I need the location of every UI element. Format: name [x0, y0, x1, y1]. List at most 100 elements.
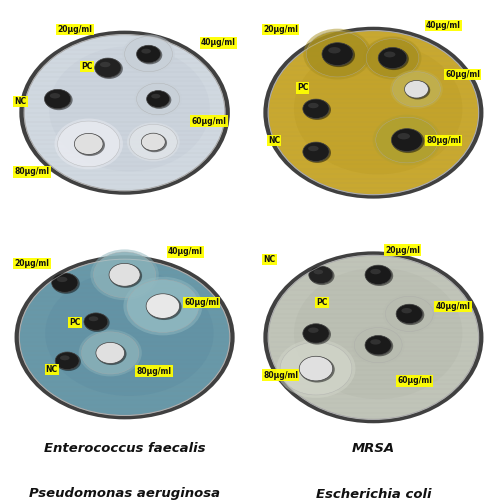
- Text: PC: PC: [70, 318, 81, 327]
- Ellipse shape: [82, 332, 139, 374]
- Text: 60μg/ml: 60μg/ml: [397, 376, 432, 386]
- Ellipse shape: [56, 352, 81, 371]
- Text: NC: NC: [14, 97, 27, 106]
- Ellipse shape: [147, 91, 171, 109]
- Ellipse shape: [322, 43, 355, 67]
- Ellipse shape: [91, 250, 159, 300]
- Text: PC: PC: [297, 84, 308, 92]
- Ellipse shape: [352, 326, 404, 364]
- Ellipse shape: [268, 256, 479, 420]
- Ellipse shape: [405, 81, 430, 100]
- Ellipse shape: [136, 46, 160, 63]
- Ellipse shape: [45, 90, 73, 110]
- Ellipse shape: [136, 83, 180, 115]
- Ellipse shape: [308, 328, 319, 333]
- Ellipse shape: [85, 314, 110, 332]
- Ellipse shape: [373, 114, 441, 166]
- Text: 20μg/ml: 20μg/ml: [263, 25, 298, 34]
- Ellipse shape: [79, 330, 142, 376]
- Ellipse shape: [299, 356, 333, 381]
- Ellipse shape: [109, 264, 140, 286]
- Ellipse shape: [124, 36, 172, 72]
- Ellipse shape: [276, 340, 356, 398]
- Ellipse shape: [322, 42, 353, 66]
- Text: 60μg/ml: 60μg/ml: [445, 70, 480, 78]
- Ellipse shape: [54, 118, 123, 170]
- Text: 60μg/ml: 60μg/ml: [184, 298, 219, 308]
- Ellipse shape: [49, 46, 210, 172]
- Ellipse shape: [122, 34, 175, 74]
- Ellipse shape: [366, 266, 393, 286]
- Ellipse shape: [378, 48, 407, 68]
- Ellipse shape: [95, 58, 123, 79]
- Ellipse shape: [89, 316, 98, 321]
- Ellipse shape: [303, 324, 331, 344]
- Ellipse shape: [60, 356, 70, 360]
- Text: 40μg/ml: 40μg/ml: [201, 38, 236, 48]
- Ellipse shape: [134, 82, 182, 116]
- Ellipse shape: [280, 342, 352, 395]
- Ellipse shape: [308, 103, 319, 108]
- Ellipse shape: [303, 142, 329, 162]
- Ellipse shape: [141, 133, 165, 151]
- Text: 80μg/ml: 80μg/ml: [136, 366, 171, 376]
- Ellipse shape: [97, 343, 126, 365]
- Ellipse shape: [309, 266, 333, 283]
- Text: PC: PC: [316, 298, 327, 308]
- Text: Escherichia coli: Escherichia coli: [316, 488, 431, 500]
- Text: PC: PC: [82, 62, 93, 71]
- Ellipse shape: [74, 134, 103, 154]
- Ellipse shape: [44, 90, 71, 108]
- Ellipse shape: [94, 252, 156, 298]
- Ellipse shape: [24, 34, 225, 191]
- Text: 40μg/ml: 40μg/ml: [426, 21, 461, 30]
- Ellipse shape: [95, 58, 121, 78]
- Ellipse shape: [50, 93, 60, 98]
- Ellipse shape: [392, 129, 424, 153]
- Ellipse shape: [309, 266, 335, 285]
- Ellipse shape: [371, 339, 381, 344]
- Ellipse shape: [52, 274, 80, 294]
- Ellipse shape: [376, 117, 438, 163]
- Ellipse shape: [303, 324, 329, 343]
- Ellipse shape: [127, 280, 199, 332]
- Ellipse shape: [96, 342, 124, 363]
- Text: 20μg/ml: 20μg/ml: [58, 25, 93, 34]
- Ellipse shape: [378, 48, 409, 70]
- Text: NC: NC: [268, 136, 280, 145]
- Ellipse shape: [146, 294, 182, 320]
- Ellipse shape: [57, 276, 67, 282]
- Ellipse shape: [385, 296, 433, 332]
- Ellipse shape: [84, 313, 108, 330]
- Text: MRSA: MRSA: [352, 442, 395, 456]
- Ellipse shape: [268, 30, 479, 194]
- Ellipse shape: [52, 273, 78, 292]
- Ellipse shape: [19, 259, 230, 416]
- Ellipse shape: [303, 99, 329, 118]
- Ellipse shape: [129, 124, 177, 160]
- Ellipse shape: [142, 134, 167, 152]
- Ellipse shape: [391, 128, 422, 152]
- Ellipse shape: [294, 43, 463, 174]
- Ellipse shape: [308, 146, 319, 151]
- Ellipse shape: [19, 30, 230, 194]
- Ellipse shape: [390, 70, 443, 109]
- Ellipse shape: [141, 48, 151, 54]
- Ellipse shape: [397, 133, 410, 140]
- Ellipse shape: [306, 31, 369, 77]
- Text: 60μg/ml: 60μg/ml: [192, 116, 227, 126]
- Text: 80μg/ml: 80μg/ml: [263, 370, 298, 380]
- Ellipse shape: [401, 308, 412, 314]
- Text: 20μg/ml: 20μg/ml: [385, 246, 420, 254]
- Ellipse shape: [384, 52, 395, 58]
- Ellipse shape: [151, 94, 160, 98]
- Ellipse shape: [397, 304, 424, 325]
- Ellipse shape: [371, 269, 381, 274]
- Text: Pseudomonas aeruginosa: Pseudomonas aeruginosa: [29, 488, 220, 500]
- Ellipse shape: [364, 36, 421, 80]
- Ellipse shape: [314, 270, 323, 274]
- Ellipse shape: [303, 142, 331, 163]
- Ellipse shape: [110, 264, 142, 288]
- Ellipse shape: [300, 356, 335, 382]
- Ellipse shape: [127, 122, 180, 162]
